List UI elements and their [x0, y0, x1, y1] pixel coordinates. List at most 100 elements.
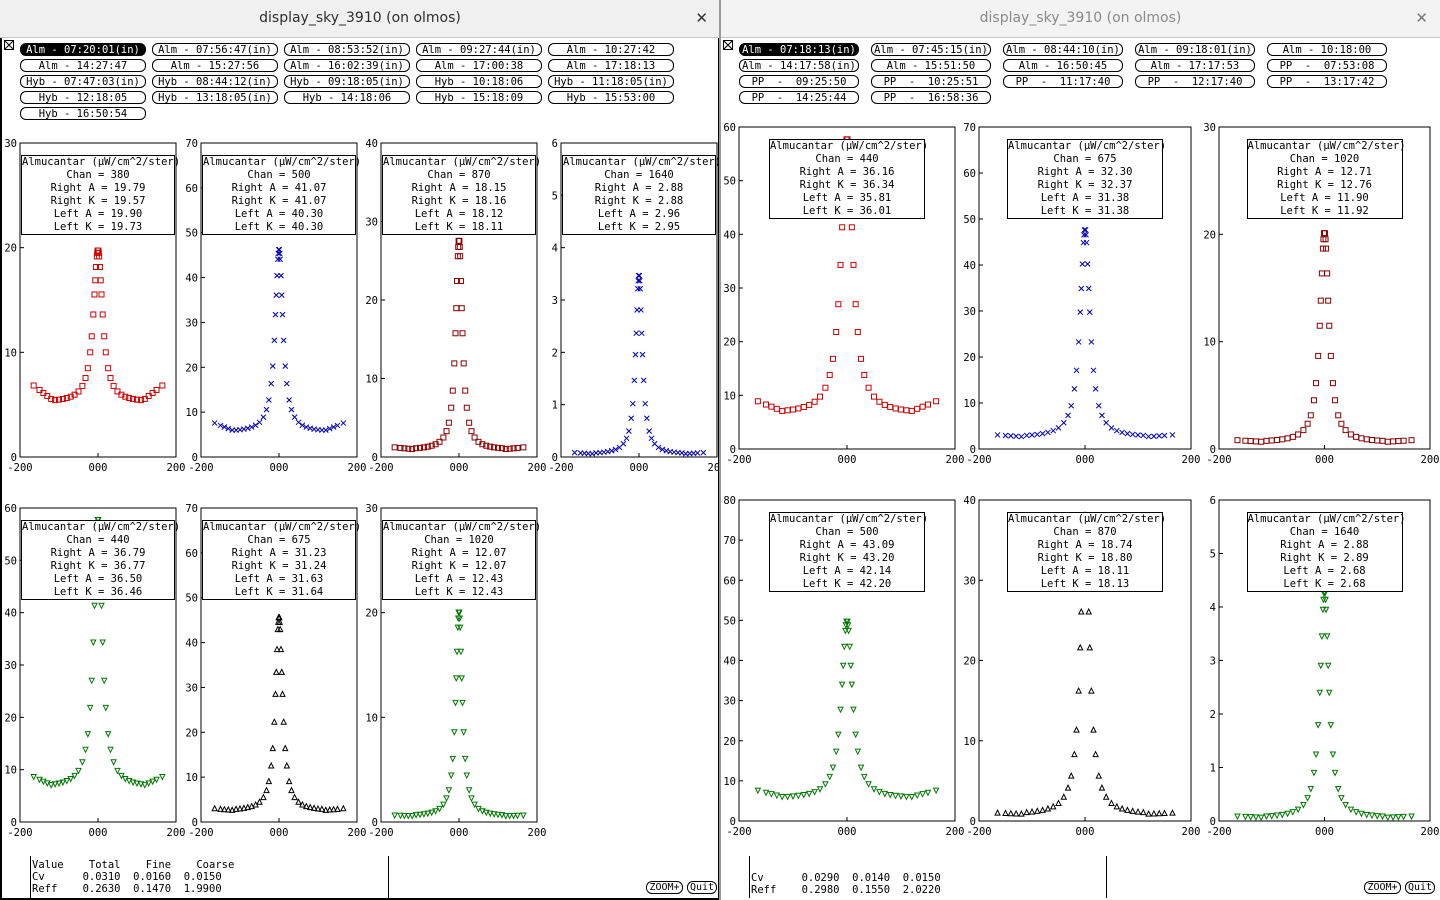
data-point — [326, 425, 333, 432]
data-point — [260, 414, 267, 420]
x-tick-label: 200 — [708, 462, 720, 474]
data-point — [634, 285, 641, 292]
time-button[interactable]: Alm - 16:50:45 — [1003, 59, 1123, 72]
data-point — [637, 285, 644, 292]
time-button[interactable]: Alm - 08:44:10(in) — [1003, 43, 1123, 56]
y-tick-label: 30 — [185, 682, 198, 694]
time-button[interactable]: Alm - 14:27:47 — [20, 59, 146, 72]
titlebar[interactable]: display_sky_3910 (on olmos) ✕ — [721, 0, 1440, 38]
data-point — [269, 744, 277, 752]
data-point — [273, 645, 281, 653]
time-button[interactable]: Alm - 09:18:01(in) — [1135, 43, 1255, 56]
data-point — [1108, 799, 1115, 806]
time-button[interactable]: Alm - 17:00:38 — [416, 59, 542, 72]
time-button[interactable]: Alm - 15:27:56 — [152, 59, 278, 72]
data-point — [506, 445, 513, 452]
x-tick-label: -200 — [966, 826, 991, 838]
data-point — [468, 428, 475, 435]
data-point — [1155, 809, 1163, 817]
time-button[interactable]: Hyb - 16:50:54 — [20, 107, 146, 120]
time-button[interactable]: PP - 10:25:51 — [871, 75, 991, 88]
data-point — [498, 812, 506, 819]
data-point — [1324, 662, 1332, 670]
time-button[interactable]: Alm - 17:18:13 — [548, 59, 674, 72]
data-point — [288, 786, 295, 794]
data-point — [1310, 397, 1317, 404]
time-button[interactable]: Hyb - 07:47:03(in) — [20, 75, 146, 88]
data-point — [265, 777, 273, 785]
data-point — [285, 777, 293, 785]
almucantar-plot: 0 1 2 3 4 5 6 -200 000 200 — [548, 138, 720, 474]
data-point — [502, 446, 509, 453]
data-point — [822, 384, 829, 391]
time-button[interactable]: Alm - 07:18:13(in) — [739, 43, 859, 56]
time-button[interactable]: Alm - 16:02:39(in) — [284, 59, 410, 72]
time-button[interactable]: Alm - 08:53:52(in) — [284, 43, 410, 56]
x-tick-label: 000 — [1315, 454, 1334, 466]
time-button[interactable]: Hyb - 14:18:06 — [284, 91, 410, 104]
data-point — [71, 391, 78, 398]
y-tick-label: 50 — [4, 555, 17, 567]
y-tick-label: 6 — [552, 138, 558, 150]
time-button[interactable]: PP - 09:25:50 — [739, 75, 859, 88]
legend-stat: Left K = 36.01 — [802, 205, 892, 217]
time-button[interactable]: Hyb - 11:18:05(in) — [548, 75, 674, 88]
time-button[interactable]: Alm - 07:45:15(in) — [871, 43, 991, 56]
time-button[interactable]: Hyb - 13:18:05(in) — [152, 91, 278, 104]
x-tick-label: -200 — [188, 462, 213, 474]
y-tick-label: 30 — [723, 696, 736, 708]
legend-stat: Right A = 19.79 — [50, 182, 146, 194]
close-icon[interactable]: ✕ — [695, 9, 708, 27]
x-tick-label: -200 — [7, 462, 32, 474]
data-point — [1234, 813, 1241, 821]
x-tick-label: 200 — [167, 462, 186, 474]
data-point — [91, 291, 98, 298]
zoom-button[interactable]: ZOOM+ — [646, 881, 683, 894]
data-point — [1329, 751, 1337, 759]
time-button[interactable]: Alm - 15:51:50 — [871, 59, 991, 72]
stats-left-rule — [749, 856, 750, 898]
data-point — [420, 811, 428, 818]
time-button[interactable]: Alm - 14:17:58(in) — [739, 59, 859, 72]
data-point — [75, 388, 82, 395]
time-button[interactable]: Alm - 07:56:47(in) — [152, 43, 278, 56]
data-point — [1334, 786, 1342, 793]
data-point — [460, 729, 467, 736]
legend-stat: Right K = 32.37 — [1037, 179, 1133, 191]
corner-box-icon[interactable] — [4, 40, 14, 50]
data-point — [240, 804, 248, 811]
quit-button[interactable]: Quit — [687, 881, 717, 894]
time-button[interactable]: PP - 16:58:36 — [871, 91, 991, 104]
data-point — [1329, 380, 1336, 387]
corner-box-icon[interactable] — [723, 40, 733, 50]
data-point — [87, 349, 94, 356]
time-button[interactable]: PP - 12:17:40 — [1135, 75, 1255, 88]
data-point — [334, 422, 341, 429]
time-button[interactable]: PP - 14:25:44 — [739, 91, 859, 104]
quit-button[interactable]: Quit — [1405, 881, 1435, 894]
time-button[interactable]: PP - 11:17:40 — [1003, 75, 1123, 88]
data-point — [282, 363, 289, 369]
data-point — [659, 446, 666, 453]
time-button[interactable]: Alm - 07:20:01(in) — [20, 43, 146, 56]
time-button[interactable]: Alm - 10:18:00 — [1267, 43, 1387, 56]
time-button[interactable]: Hyb - 09:18:05(in) — [284, 75, 410, 88]
time-button[interactable]: Alm - 10:27:42 — [548, 43, 674, 56]
data-point — [1071, 386, 1078, 392]
time-button[interactable]: PP - 13:17:42 — [1267, 75, 1387, 88]
titlebar[interactable]: display_sky_3910 (on olmos) ✕ — [0, 0, 720, 38]
data-point — [268, 380, 275, 387]
time-button[interactable]: PP - 07:53:08 — [1267, 59, 1387, 72]
time-button[interactable]: Hyb - 12:18:05 — [20, 91, 146, 104]
close-icon[interactable]: ✕ — [1415, 9, 1428, 27]
legend-stat: Left K = 18.11 — [414, 221, 504, 233]
almucantar-plot: 0 10 20 30 40 50 60 70 80 -200 000 200 — [723, 495, 964, 838]
time-button[interactable]: Hyb - 15:53:00 — [548, 91, 674, 104]
time-button[interactable]: Hyb - 15:18:09 — [416, 91, 542, 104]
time-button[interactable]: Alm - 17:17:53 — [1135, 59, 1255, 72]
time-button[interactable]: Alm - 09:27:44(in) — [416, 43, 542, 56]
data-point — [892, 792, 899, 800]
time-button[interactable]: Hyb - 08:44:12(in) — [152, 75, 278, 88]
zoom-button[interactable]: ZOOM+ — [1364, 881, 1401, 894]
time-button[interactable]: Hyb - 10:18:06 — [416, 75, 542, 88]
